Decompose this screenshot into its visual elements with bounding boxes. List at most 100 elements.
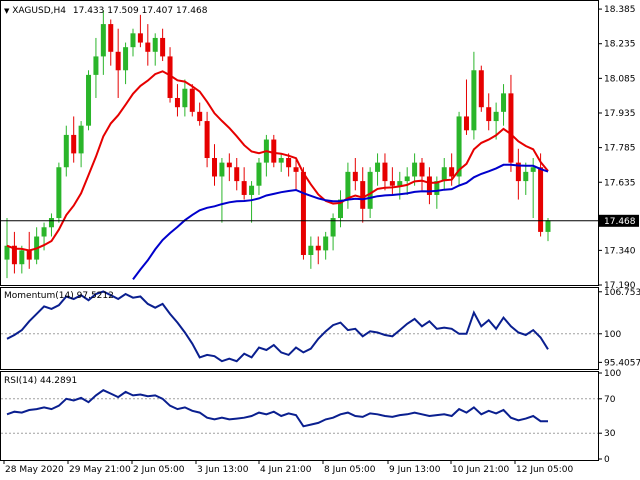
- symbol-label: XAGUSD: [12, 6, 50, 16]
- candle-body: [441, 167, 447, 182]
- x-axis-tick-label: 3 Jun 13:00: [197, 465, 249, 475]
- candle-body: [367, 171, 373, 209]
- momentum-value: 97.5212: [77, 291, 114, 301]
- candle-body: [523, 171, 529, 182]
- current-price-tag-label: 17.468: [604, 217, 636, 227]
- collapse-triangle-icon[interactable]: ▼: [4, 7, 10, 15]
- candle-body: [278, 158, 284, 163]
- x-axis-tick-label: 28 May 2020: [5, 465, 64, 475]
- candle-body: [93, 56, 99, 75]
- candle-body: [11, 245, 17, 265]
- candle-body: [189, 88, 195, 112]
- rsi-indicator-name: RSI(14): [4, 376, 37, 386]
- momentum-indicator-name: Momentum(14): [4, 291, 74, 301]
- candle-body: [508, 93, 514, 163]
- candle-body: [4, 245, 10, 260]
- moving-average-slow-line: [132, 163, 549, 280]
- x-axis-tick-label: 4 Jun 21:00: [260, 465, 312, 475]
- ohlc-label: 17.433 17.509 17.407 17.468: [73, 6, 208, 16]
- moving-average-fast-line: [6, 70, 549, 252]
- candle-body: [397, 181, 403, 186]
- candle-body: [330, 218, 336, 237]
- candle-body: [256, 162, 262, 186]
- candle-body: [182, 88, 188, 108]
- candle-body: [456, 116, 462, 177]
- candle-body: [241, 181, 247, 195]
- candle-body: [41, 227, 47, 237]
- candle-body: [293, 167, 299, 172]
- candle-body: [530, 167, 536, 172]
- price-series-layer: [1, 10, 598, 280]
- price-axis-tick-label: 17.785: [604, 144, 636, 154]
- candle-body: [197, 111, 203, 122]
- candle-body: [308, 245, 314, 255]
- candle-body: [389, 181, 395, 186]
- x-axis-tick-label: 12 Jun 05:00: [516, 465, 573, 475]
- candle-body: [412, 162, 418, 177]
- axis-layer: 18.385 18.235 18.085 17.935 17.785 17.635 17.3…: [3, 5, 640, 475]
- momentum-line: [6, 290, 549, 363]
- candle-body: [226, 162, 232, 168]
- candle-body: [86, 74, 92, 126]
- rsi-line: [6, 389, 548, 428]
- price-axis-tick-label: 18.235: [604, 40, 636, 50]
- candle-body: [56, 167, 62, 219]
- rsi-axis-tick-label: 30: [604, 429, 616, 439]
- candle-body: [234, 167, 240, 182]
- x-axis-tick-label: 29 May 21:00: [69, 465, 131, 475]
- candle-body: [419, 162, 425, 177]
- candle-body: [160, 37, 166, 57]
- candle-body: [130, 33, 136, 48]
- candle-body: [167, 56, 173, 98]
- candle-body: [493, 111, 499, 122]
- candle-body: [382, 162, 388, 182]
- candle-body: [286, 158, 292, 168]
- candle-body: [463, 116, 469, 131]
- current-price-tag: 17.468: [599, 214, 639, 227]
- candle-body: [360, 181, 366, 209]
- candle-body: [152, 37, 158, 52]
- candle-body: [78, 125, 84, 154]
- candle-body: [123, 47, 129, 71]
- candle-body: [515, 162, 521, 182]
- candle-body: [63, 134, 69, 168]
- candle-body: [352, 171, 358, 182]
- rsi-value: 44.2891: [40, 376, 77, 386]
- candle-body: [219, 162, 225, 177]
- x-axis-tick-label: 9 Jun 13:00: [389, 465, 441, 475]
- candle-body: [137, 33, 143, 43]
- candle-body: [345, 171, 351, 200]
- price-axis-tick-label: 17.340: [604, 246, 636, 256]
- candle-body: [115, 51, 121, 71]
- candle-body: [71, 134, 77, 154]
- candle-body: [478, 70, 484, 108]
- candle-body: [404, 176, 410, 182]
- candle-body: [486, 107, 492, 122]
- candle-body: [204, 121, 210, 159]
- candle-body: [426, 176, 432, 195]
- candle-body: [145, 42, 151, 52]
- candle-body: [538, 167, 544, 232]
- momentum-panel-title: Momentum(14) 97.5212: [4, 291, 114, 301]
- candle-body: [375, 162, 381, 172]
- x-axis-tick-label: 2 Jun 05:00: [133, 465, 185, 475]
- rsi-panel-title: RSI(14) 44.2891: [4, 376, 77, 386]
- price-axis-tick-label: 17.190: [604, 281, 636, 291]
- momentum-series-layer: [1, 290, 598, 363]
- momentum-panel-frame: [0, 287, 599, 370]
- candle-body: [26, 250, 32, 260]
- candle-body: [315, 245, 321, 251]
- candle-body: [545, 220, 551, 232]
- candle-body: [212, 158, 218, 177]
- candle-body: [174, 97, 180, 108]
- momentum-axis-tick-label: 95.4057: [604, 358, 640, 368]
- x-axis-tick-label: 10 Jun 21:00: [452, 465, 509, 475]
- candle-body: [434, 181, 440, 195]
- price-panel-title: ▼ XAGUSD,H4 17.433 17.509 17.407 17.468: [4, 6, 208, 16]
- rsi-axis-tick-label: 70: [604, 395, 616, 405]
- candle-body: [323, 236, 329, 251]
- momentum-axis-tick-label: 100: [604, 330, 621, 340]
- candle-body: [100, 24, 106, 57]
